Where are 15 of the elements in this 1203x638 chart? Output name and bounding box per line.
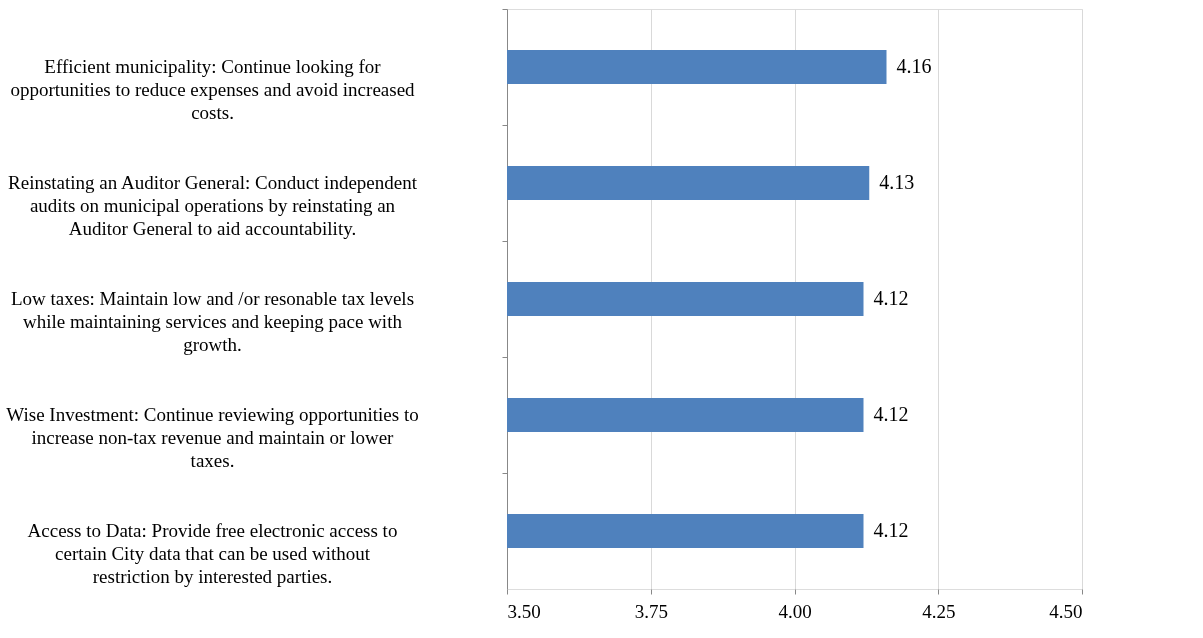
y-tick-label: Reinstating an Auditor General: Conduct independent audits on municipal operations by reinstating an Auditor General to aid accountability. (8, 172, 418, 239)
data-label: 4.13 (879, 171, 915, 193)
x-tick-label: 4.50 (1049, 600, 1083, 622)
x-tick-label: 3.50 (507, 600, 541, 622)
y-tick-label: Wise Investment: Continue reviewing opportunities to increase non-tax revenue and maintain or lower taxes. (6, 404, 419, 471)
x-tick-label: 3.75 (634, 600, 668, 622)
data-label: 4.16 (896, 55, 932, 77)
data-label: 4.12 (873, 403, 909, 425)
y-tick-label: Efficient municipality: Continue looking for opportunities to reduce expenses and avoid increased costs. (10, 56, 416, 123)
data-label: 4.12 (873, 519, 909, 541)
x-tick-label: 4.00 (778, 600, 812, 622)
y-tick-label: Low taxes: Maintain low and /or resonable tax levels while maintaining services and keeping pace with growth. (10, 288, 415, 355)
x-tick-label: 4.25 (922, 600, 956, 622)
y-tick-label: Access to Data: Provide free electronic access to certain City data that can be used without restriction by interested parties. (27, 520, 398, 587)
data-label: 4.12 (873, 287, 909, 309)
